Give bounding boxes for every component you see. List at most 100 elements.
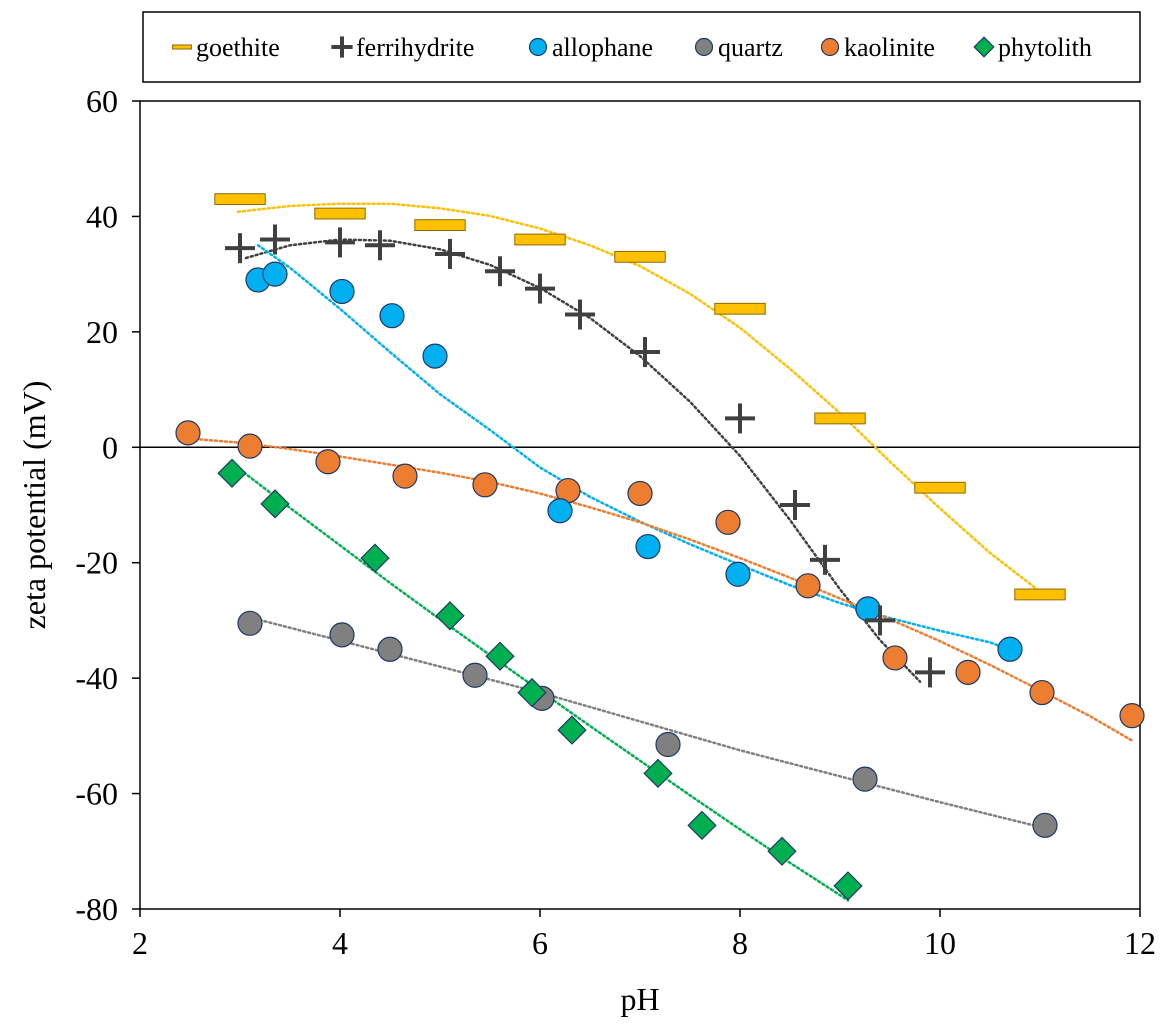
legend-item-quartz: quartz	[694, 33, 783, 62]
goethite-point	[814, 412, 866, 425]
goethite-point	[914, 481, 966, 494]
phytolith-point	[435, 601, 465, 631]
allophane-point	[379, 303, 405, 329]
legend-phytolith-label: phytolith	[998, 33, 1092, 62]
allophane-point	[329, 278, 355, 305]
ferrihydrite-point	[630, 337, 660, 368]
legend: goethite ferrihydrite allophane quartz kaoli…	[172, 33, 1092, 62]
y-tick-label: 0	[102, 429, 118, 465]
x-tick-label: 10	[924, 925, 956, 961]
phytolith-point	[517, 677, 547, 708]
ferrihydrite-point	[365, 230, 395, 261]
x-axis-ticks: 2 4 6 8 10 12	[132, 909, 1156, 961]
allophane-trendline	[256, 244, 1014, 652]
kaolinite-point	[715, 509, 741, 535]
legend-item-allophane: allophane	[528, 33, 653, 62]
quartz-point	[329, 622, 355, 648]
quartz-point	[852, 766, 878, 792]
quartz-series	[237, 610, 1058, 838]
quartz-trendline	[248, 616, 1047, 830]
y-axis-title: zeta potential (mV)	[16, 381, 52, 630]
legend-item-kaolinite: kaolinite	[820, 33, 935, 62]
quartz-point	[462, 662, 488, 688]
kaolinite-series	[175, 420, 1145, 729]
ferrihydrite-trendline	[244, 238, 922, 683]
phytolith-point	[687, 810, 717, 840]
goethite-point	[514, 233, 566, 246]
kaolinite-point	[1119, 703, 1145, 729]
ferrihydrite-point	[780, 490, 810, 520]
goethite-trendline	[236, 202, 1050, 599]
phytolith-series	[217, 458, 863, 901]
allophane-point	[725, 561, 751, 587]
legend-goethite-marker	[172, 44, 192, 50]
x-tick-label: 4	[332, 925, 348, 961]
quartz-point	[1032, 812, 1058, 838]
ferrihydrite-point	[565, 299, 595, 330]
y-tick-label: 60	[86, 83, 118, 119]
legend-ferrihydrite-label: ferrihydrite	[356, 33, 474, 62]
kaolinite-point	[795, 573, 821, 599]
y-tick-label: -40	[75, 660, 118, 696]
ferrihydrite-point	[435, 238, 465, 269]
goethite-point	[414, 219, 466, 231]
data-markers	[175, 193, 1145, 901]
ferrihydrite-point	[485, 256, 515, 287]
allophane-point	[997, 636, 1023, 662]
x-tick-label: 2	[132, 925, 148, 961]
legend-kaolinite-label: kaolinite	[844, 33, 935, 62]
ferrihydrite-series	[225, 224, 945, 688]
allophane-point	[262, 261, 288, 287]
legend-item-phytolith: phytolith	[973, 33, 1092, 62]
allophane-series	[245, 261, 1023, 662]
legend-quartz-label: quartz	[718, 33, 783, 62]
goethite-series	[214, 193, 1066, 601]
ferrihydrite-point	[225, 233, 255, 264]
phytolith-trendline	[230, 462, 850, 902]
plot-area	[139, 100, 1141, 910]
y-tick-label: 20	[86, 314, 118, 350]
x-tick-label: 6	[532, 925, 548, 961]
ferrihydrite-point	[525, 273, 555, 304]
legend-item-goethite: goethite	[172, 33, 280, 62]
kaolinite-point	[1029, 679, 1055, 706]
y-tick-label: -20	[75, 545, 118, 581]
x-axis-title: pH	[620, 981, 659, 1017]
phytolith-point	[643, 758, 673, 789]
legend-quartz-marker	[694, 37, 714, 57]
kaolinite-point	[237, 433, 263, 459]
legend-kaolinite-marker	[820, 37, 840, 57]
kaolinite-point	[627, 480, 653, 507]
ferrihydrite-point	[915, 657, 945, 688]
ferrihydrite-point	[865, 605, 895, 636]
ferrihydrite-point	[260, 224, 290, 255]
quartz-point	[377, 636, 403, 662]
phytolith-point	[260, 489, 290, 519]
ferrihydrite-point	[725, 403, 755, 434]
legend-phytolith-marker	[973, 36, 995, 58]
ferrihydrite-point	[810, 544, 840, 575]
phytolith-point	[360, 543, 390, 573]
kaolinite-point	[472, 472, 498, 498]
allophane-point	[855, 596, 881, 622]
allophane-point	[635, 533, 661, 560]
legend-item-ferrihydrite: ferrihydrite	[331, 33, 474, 62]
legend-goethite-label: goethite	[196, 33, 280, 62]
legend-allophane-label: allophane	[552, 33, 653, 62]
x-tick-label: 8	[732, 925, 748, 961]
legend-ferrihydrite-marker	[331, 36, 353, 58]
kaolinite-trendline	[188, 437, 1134, 742]
phytolith-point	[557, 715, 587, 745]
phytolith-point	[767, 836, 797, 866]
phytolith-point	[485, 641, 515, 671]
trendlines	[188, 202, 1134, 902]
kaolinite-point	[392, 463, 418, 489]
goethite-point	[314, 207, 366, 220]
y-axis-ticks: -80 -60 -40 -20 0 20 40 60	[75, 83, 140, 927]
allophane-point	[422, 343, 448, 369]
goethite-point	[714, 302, 766, 315]
quartz-point	[655, 731, 681, 758]
kaolinite-point	[315, 449, 341, 475]
y-tick-label: -60	[75, 776, 118, 812]
